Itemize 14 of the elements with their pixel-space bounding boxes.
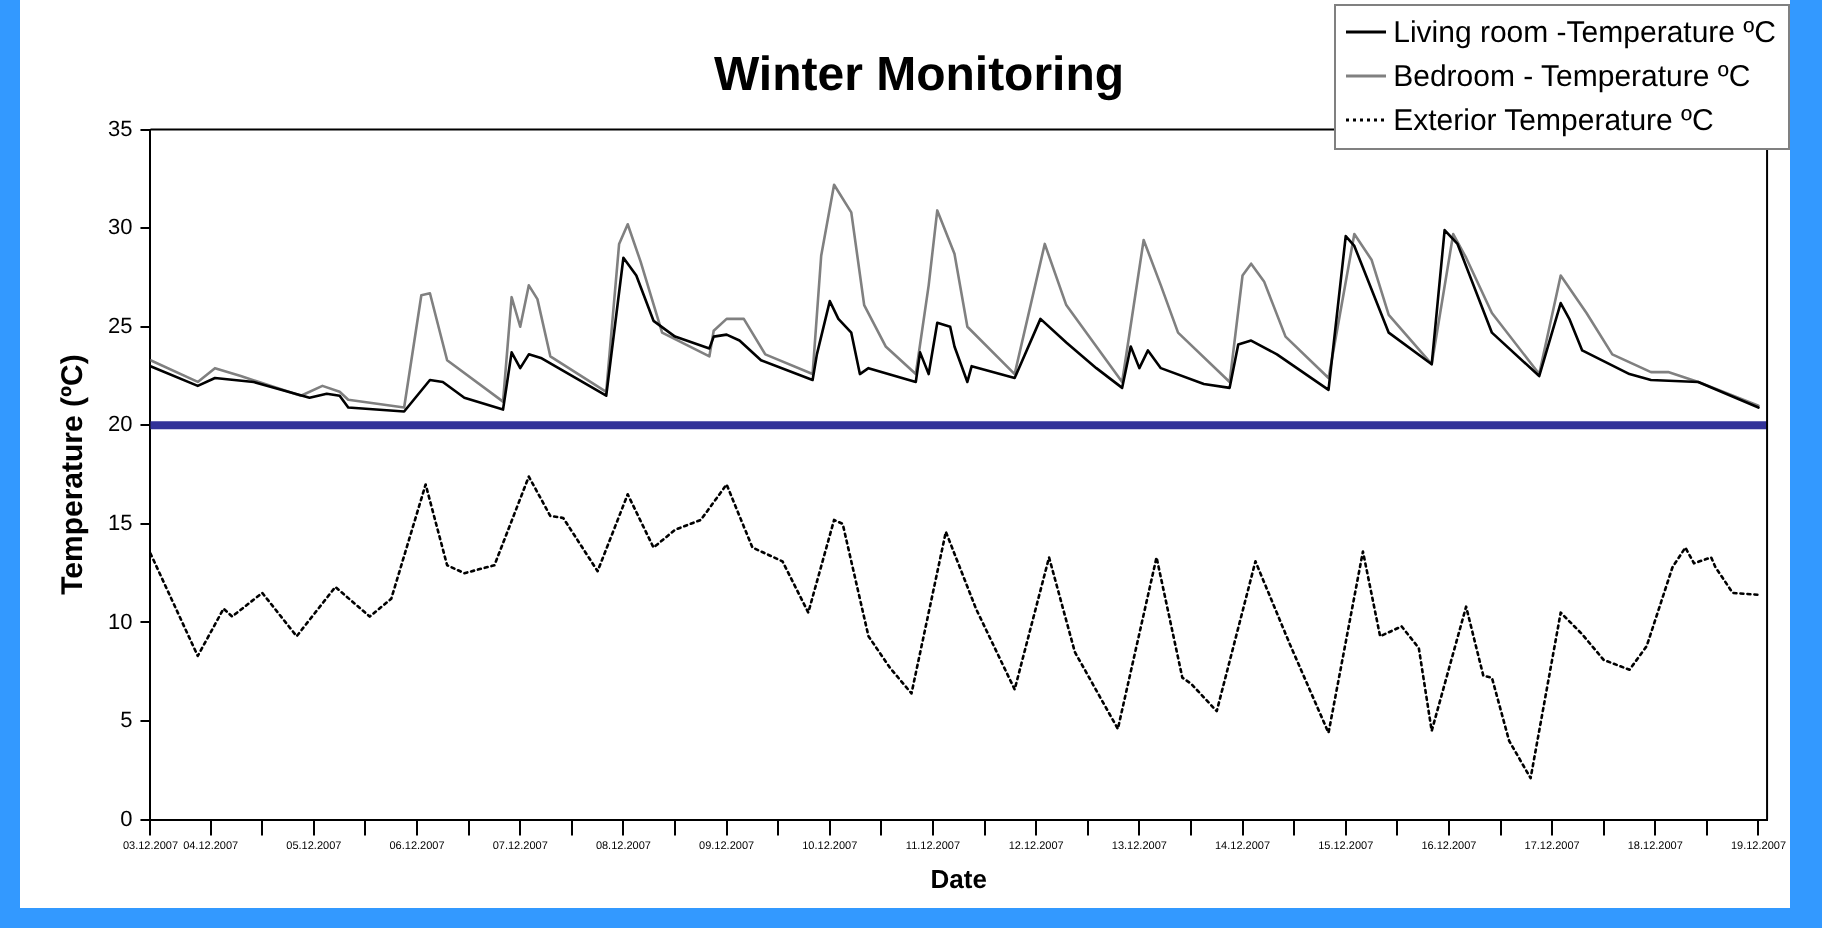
x-axis-title: Date bbox=[930, 863, 987, 894]
y-tick-label: 25 bbox=[107, 314, 133, 339]
y-tick-label: 5 bbox=[120, 709, 133, 734]
y-tick-label: 10 bbox=[107, 610, 133, 635]
chart-title: Winter Monitoring bbox=[713, 48, 1125, 103]
y-axis-title: Temperature (ºC) bbox=[56, 354, 91, 595]
y-tick-label: 35 bbox=[107, 117, 133, 142]
legend-label: Living room -Temperature ºC bbox=[1393, 15, 1776, 49]
y-tick-label: 15 bbox=[107, 511, 133, 536]
y-tick-label: 0 bbox=[120, 807, 133, 832]
y-tick-label: 30 bbox=[107, 216, 133, 241]
legend-label: Exterior Temperature ºC bbox=[1393, 103, 1714, 137]
y-tick-label: 20 bbox=[107, 413, 133, 438]
legend-label: Bedroom - Temperature ºC bbox=[1393, 59, 1751, 93]
